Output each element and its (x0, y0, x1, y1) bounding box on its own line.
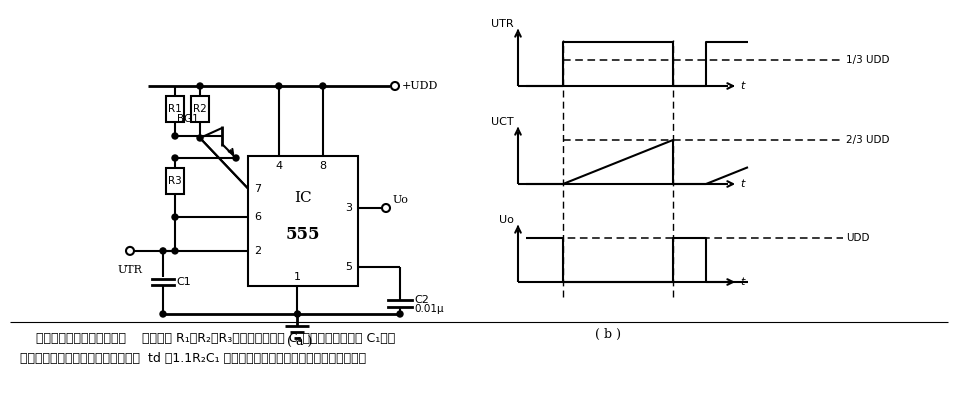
Text: C1: C1 (176, 277, 191, 288)
Circle shape (160, 248, 166, 254)
Circle shape (172, 214, 178, 220)
Text: ( b ): ( b ) (595, 327, 621, 340)
Text: +UDD: +UDD (402, 81, 439, 91)
Text: 1: 1 (294, 272, 301, 282)
Text: UTR: UTR (118, 265, 143, 275)
Text: UTR: UTR (491, 19, 514, 29)
Text: 电压线性度好，延时精确。延时时间  td ＝1.1R₂C₁ 。要求触发脉冲的周期大于上述延时时间。: 电压线性度好，延时精确。延时时间 td ＝1.1R₂C₁ 。要求触发脉冲的周期大… (20, 353, 366, 366)
Text: 5: 5 (345, 262, 352, 271)
Text: 3: 3 (345, 203, 352, 213)
Text: 555: 555 (285, 225, 320, 242)
Circle shape (197, 135, 203, 141)
Text: t: t (740, 179, 744, 189)
Circle shape (172, 133, 178, 139)
Text: t: t (740, 81, 744, 91)
Text: C2: C2 (414, 295, 429, 305)
Text: Uo: Uo (499, 215, 514, 225)
Text: BG1: BG1 (177, 114, 198, 124)
Text: IC: IC (294, 191, 311, 204)
Text: Uo: Uo (393, 195, 409, 205)
Circle shape (160, 311, 166, 317)
Circle shape (320, 83, 326, 89)
Circle shape (276, 83, 282, 89)
Text: R3: R3 (168, 176, 182, 186)
Text: 6: 6 (254, 212, 261, 222)
Text: UDD: UDD (846, 233, 870, 243)
Text: 2/3 UDD: 2/3 UDD (846, 135, 889, 145)
Text: 8: 8 (319, 161, 327, 171)
Circle shape (382, 204, 390, 212)
Circle shape (172, 155, 178, 161)
Circle shape (172, 248, 178, 254)
Circle shape (126, 247, 134, 255)
Circle shape (233, 155, 239, 161)
Text: t: t (740, 277, 744, 287)
Text: UCT: UCT (491, 117, 514, 127)
Bar (248, 156, 358, 286)
Text: ( a ): ( a ) (287, 336, 312, 349)
Text: 2: 2 (254, 246, 262, 256)
Text: 4: 4 (275, 161, 283, 171)
Text: 7: 7 (254, 184, 262, 193)
Text: R1: R1 (168, 104, 182, 114)
Circle shape (391, 82, 399, 90)
Text: 1/3 UDD: 1/3 UDD (846, 56, 889, 65)
Bar (191, 96, 209, 122)
Text: 外触发方波－锯齿波发生器    晶体管和 R₁、R₂、R₃组成恒流源。对 C₁进行恒流充电，使 C₁上的: 外触发方波－锯齿波发生器 晶体管和 R₁、R₂、R₃组成恒流源。对 C₁进行恒流… (20, 333, 396, 346)
Circle shape (197, 83, 203, 89)
Bar (166, 96, 184, 122)
Text: 0.01μ: 0.01μ (414, 304, 444, 314)
Circle shape (294, 311, 301, 317)
Bar (166, 168, 184, 194)
Circle shape (397, 311, 403, 317)
Text: R2: R2 (194, 104, 207, 114)
